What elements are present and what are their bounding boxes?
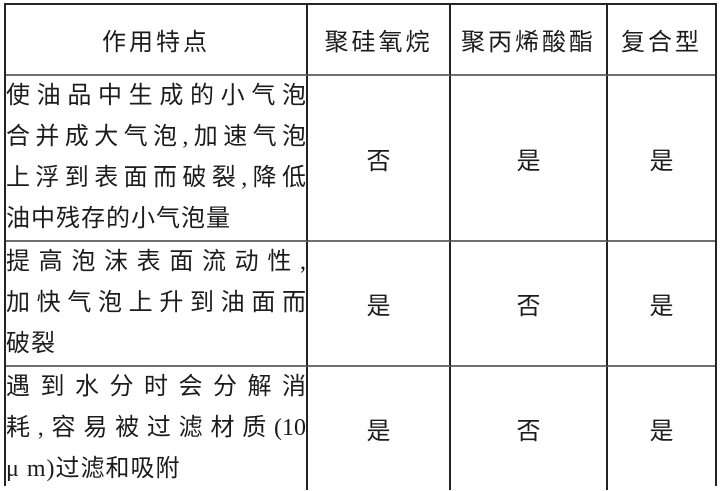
value-cell: 否 xyxy=(451,367,608,490)
value-cell: 是 xyxy=(308,242,451,367)
value-cell: 否 xyxy=(451,242,608,367)
feature-cell: 使油品中生成的小气泡 合并成大气泡,加速气泡 上浮到表面而破裂,降低 油中残存的小气泡… xyxy=(6,76,308,242)
table-row: 遇到水分时会分解消 耗,容易被过滤材质(10 μ m)过滤和吸附 是 否 是 xyxy=(6,367,715,490)
value-cell: 是 xyxy=(608,242,715,367)
feature-text: 提高泡沫表面流动性, 加快气泡上升到油面而 破裂 xyxy=(6,249,306,357)
column-header-polyacrylate: 聚丙烯酸酯 xyxy=(451,5,608,76)
column-header-polysiloxane: 聚硅氧烷 xyxy=(308,5,451,76)
header-row: 作用特点 聚硅氧烷 聚丙烯酸酯 复合型 xyxy=(6,5,715,76)
comparison-table: 作用特点 聚硅氧烷 聚丙烯酸酯 复合型 使油品中生成的小气泡 合并成大气泡,加速气… xyxy=(6,5,715,490)
table-row: 提高泡沫表面流动性, 加快气泡上升到油面而 破裂 是 否 是 xyxy=(6,242,715,367)
value-cell: 是 xyxy=(608,367,715,490)
value-cell: 是 xyxy=(451,76,608,242)
table-row: 使油品中生成的小气泡 合并成大气泡,加速气泡 上浮到表面而破裂,降低 油中残存的小气泡… xyxy=(6,76,715,242)
value-cell: 否 xyxy=(308,76,451,242)
feature-cell: 遇到水分时会分解消 耗,容易被过滤材质(10 μ m)过滤和吸附 xyxy=(6,367,308,490)
defoamer-comparison-table: 作用特点 聚硅氧烷 聚丙烯酸酯 复合型 使油品中生成的小气泡 合并成大气泡,加速气… xyxy=(4,3,717,490)
column-header-feature: 作用特点 xyxy=(6,5,308,76)
value-cell: 是 xyxy=(308,367,451,490)
feature-text: 使油品中生成的小气泡 合并成大气泡,加速气泡 上浮到表面而破裂,降低 油中残存的小气泡… xyxy=(6,83,306,232)
feature-text: 遇到水分时会分解消 耗,容易被过滤材质(10 μ m)过滤和吸附 xyxy=(6,374,306,482)
feature-cell: 提高泡沫表面流动性, 加快气泡上升到油面而 破裂 xyxy=(6,242,308,367)
value-cell: 是 xyxy=(608,76,715,242)
column-header-composite: 复合型 xyxy=(608,5,715,76)
